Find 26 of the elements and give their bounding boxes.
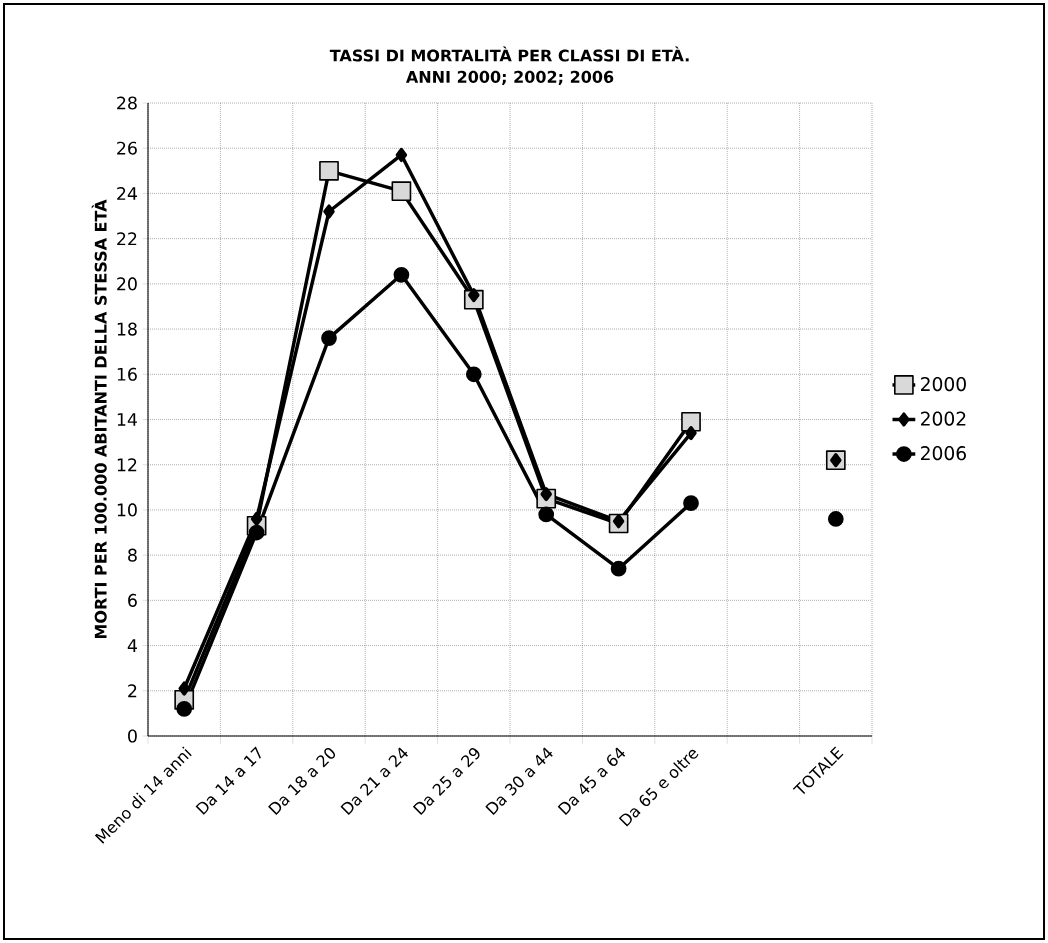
legend-label: 2006 (921, 446, 966, 461)
x-tick-label: Da 25 a 29 (412, 748, 480, 815)
y-tick-label: 12 (117, 458, 137, 472)
y-tick-label: 0 (128, 729, 137, 743)
y-axis-title: MORTI PER 100.000 ABITANTI DELLA STESSA ETÀ (91, 199, 107, 639)
y-tick-label: 6 (128, 593, 137, 607)
y-tick-label: 2 (128, 684, 137, 698)
x-tick-label: Da 21 a 24 (340, 747, 408, 815)
chart-title: TASSI DI MORTALITÀ PER CLASSI DI ETÀ. (329, 46, 689, 62)
y-tick-label: 4 (127, 639, 137, 652)
y-tick-label: 8 (128, 548, 137, 562)
y-tick-label: 18 (117, 322, 137, 336)
x-tick-label: Da 30 a 44 (485, 747, 553, 815)
y-tick-label: 16 (117, 367, 137, 381)
y-tick-label: 28 (117, 96, 137, 110)
chart-subtitle: ANNI 2000; 2002; 2006 (405, 70, 614, 85)
x-tick-label: Da 18 a 20 (268, 748, 336, 815)
legend-label: 2002 (921, 411, 966, 426)
y-tick-label: 24 (117, 187, 137, 200)
y-tick-label: 22 (117, 232, 137, 246)
y-tick-label: 26 (117, 141, 137, 155)
y-tick-label: 10 (117, 503, 137, 517)
y-tick-label: 14 (117, 413, 137, 426)
x-tick-label: Da 14 a 17 (195, 746, 261, 815)
y-tick-label: 20 (117, 277, 137, 291)
legend-label: 2000 (921, 377, 966, 392)
